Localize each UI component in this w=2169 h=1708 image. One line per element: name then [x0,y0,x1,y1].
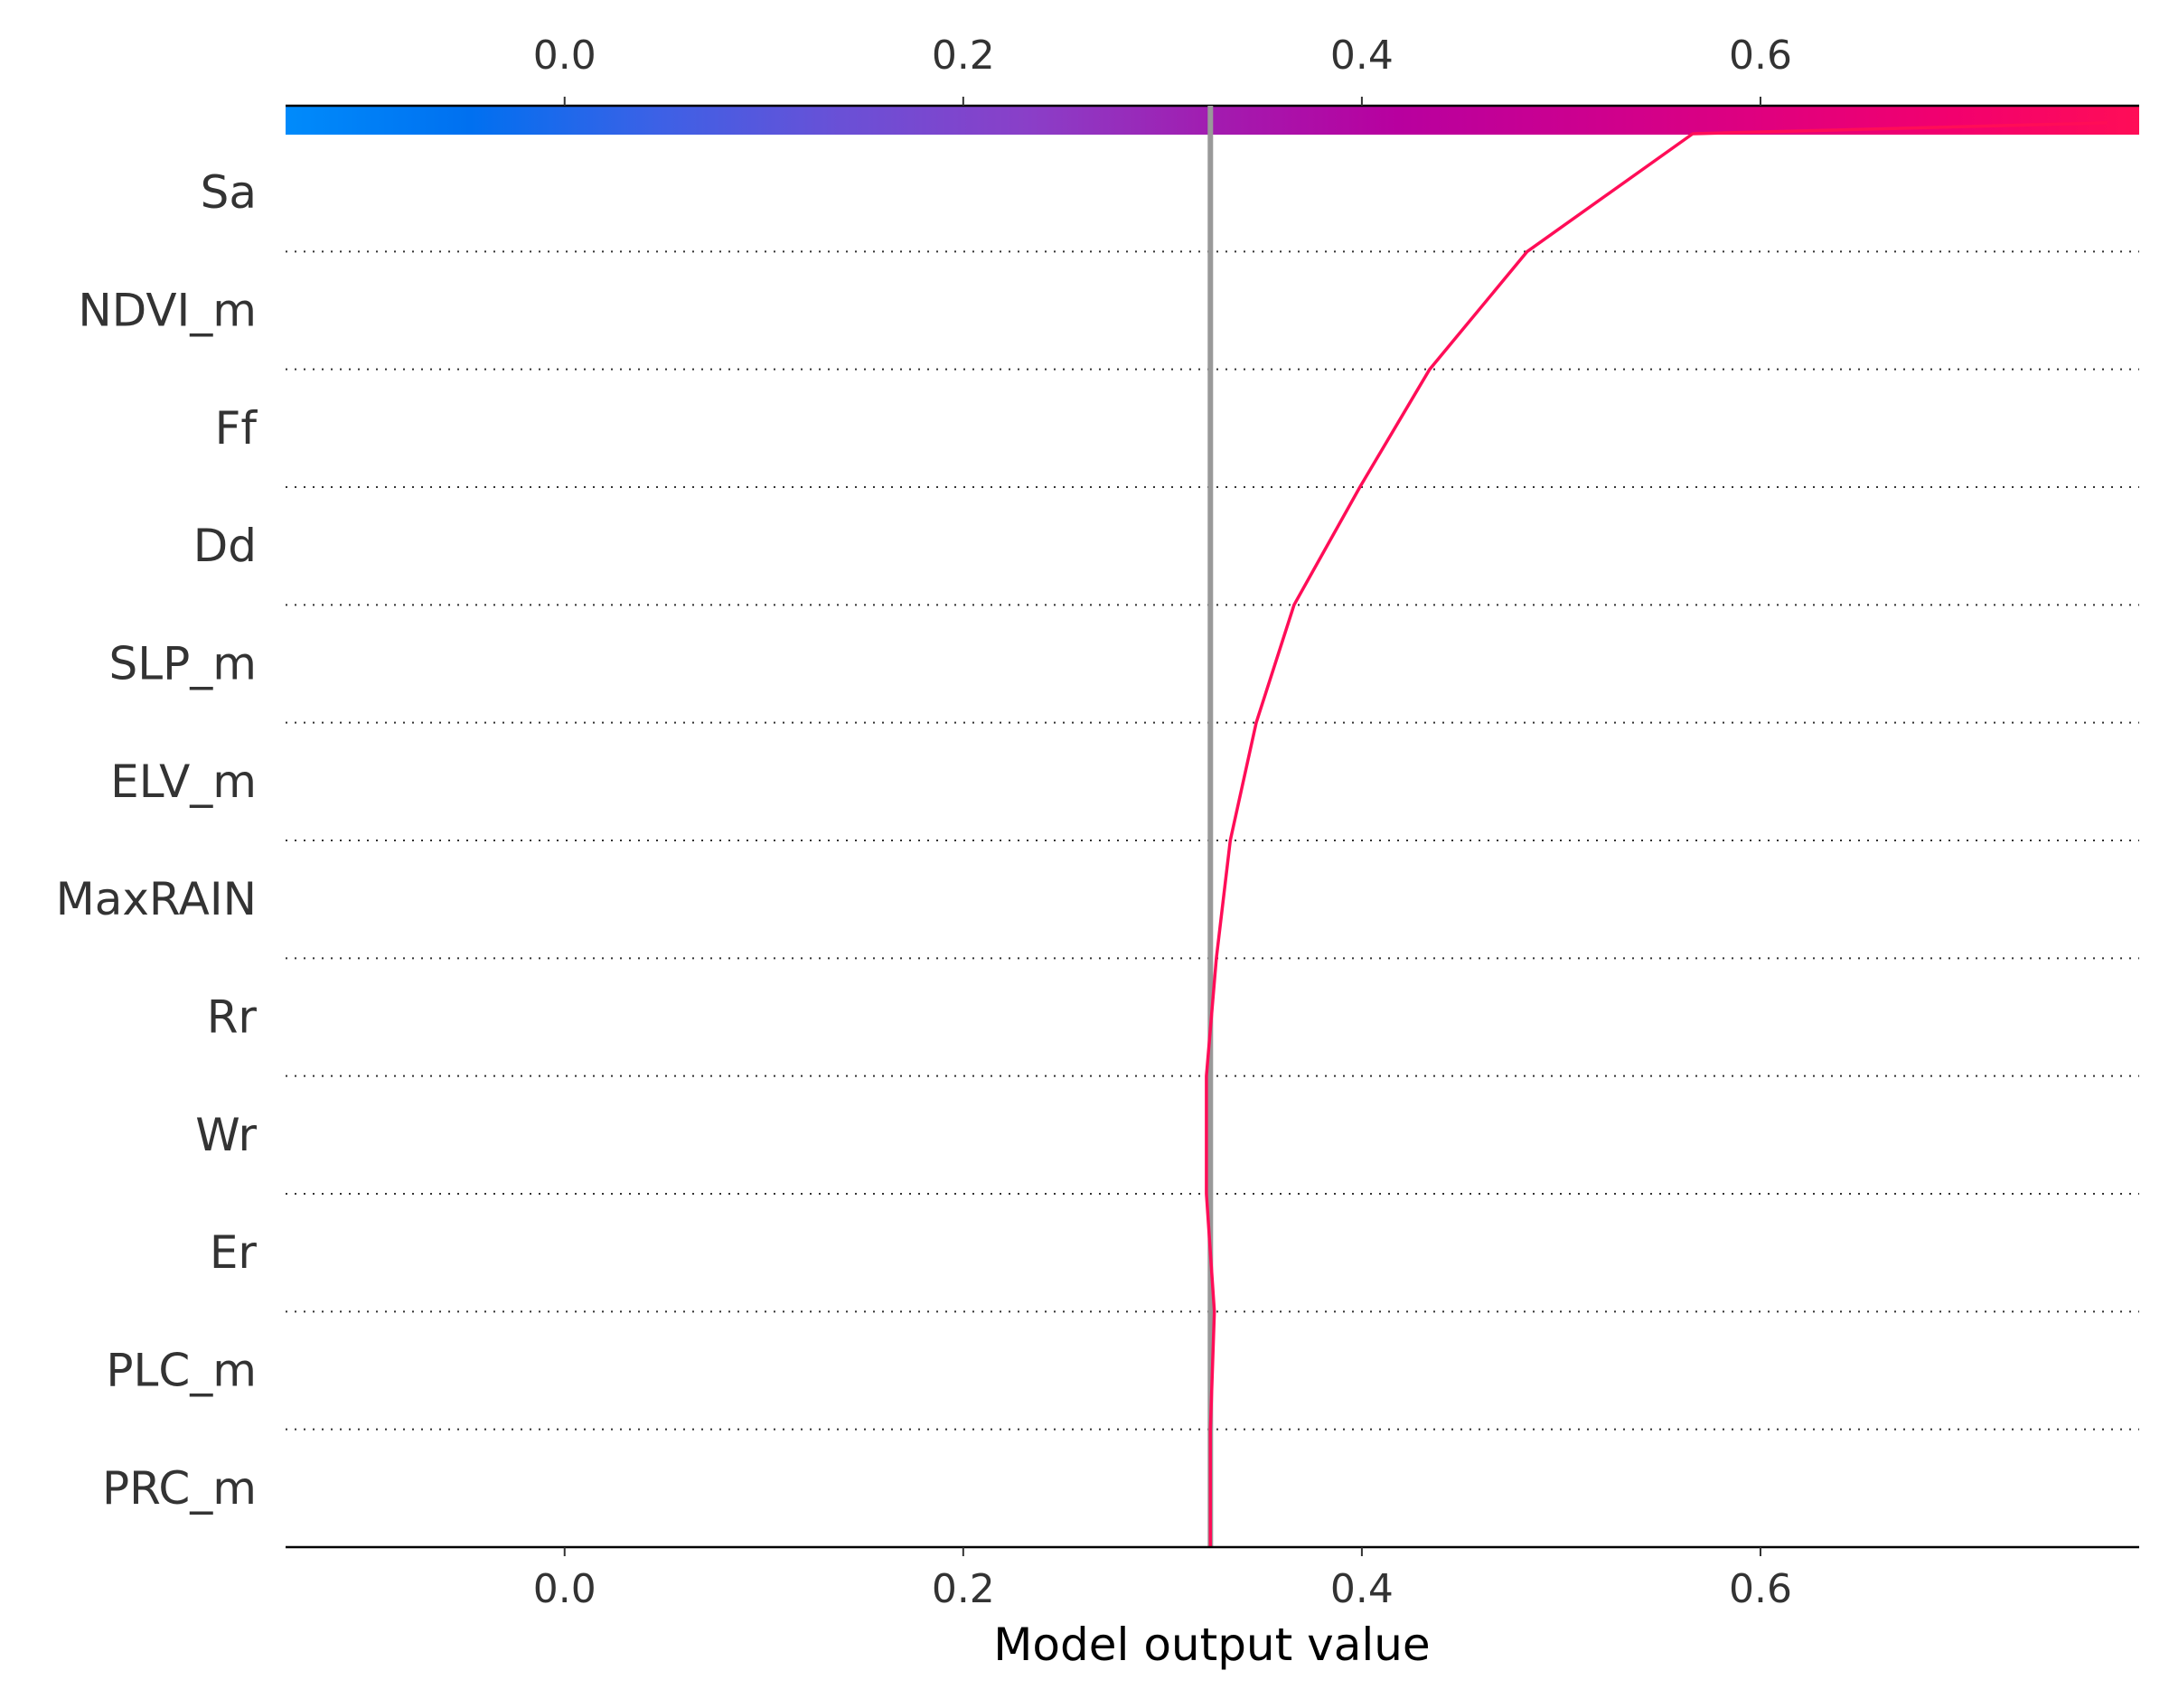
feature-label-er: Er [210,1226,258,1279]
feature-label-ff: Ff [215,402,258,455]
colorbar-tick-label: 0.4 [1330,33,1394,79]
colorbar-tick-label: 0.2 [932,33,995,79]
feature-label-slp-m: SLP_m [109,638,257,690]
feature-label-sa: Sa [201,166,257,219]
feature-label-maxrain: MaxRAIN [56,873,257,925]
feature-label-dd: Dd [193,520,257,572]
feature-label-wr: Wr [195,1109,257,1161]
x-axis-title: Model output value [993,1619,1430,1671]
feature-label-plc-m: PLC_m [106,1345,257,1397]
feature-label-rr: Rr [207,991,258,1044]
feature-labels: Sa NDVI_m Ff Dd SLP_m ELV_m MaxRAIN Rr Wr Er PLC_m… [56,166,258,1515]
colorbar-tick-label: 0.0 [533,33,596,79]
grid-lines [286,250,2139,1431]
decision-path-line [1205,121,2108,1547]
colorbar-tick-label: 0.6 [1729,33,1792,79]
feature-label-ndvi-m: NDVI_m [78,285,257,337]
decision-path [1205,121,2108,1547]
x-tick-label: 0.4 [1330,1566,1394,1612]
feature-label-elv-m: ELV_m [110,755,257,808]
x-tick-label: 0.0 [533,1566,596,1612]
feature-label-prc-m: PRC_m [102,1462,257,1515]
x-axis: 0.0 0.2 0.4 0.6 [286,1545,2139,1612]
x-tick-label: 0.2 [932,1566,995,1612]
x-tick-label: 0.6 [1729,1566,1792,1612]
